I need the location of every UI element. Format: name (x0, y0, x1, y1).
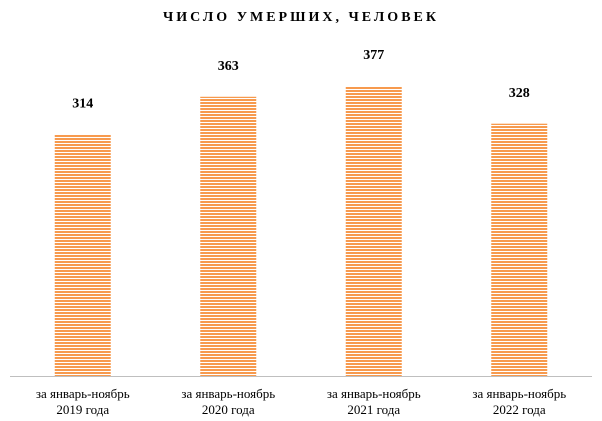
value-label: 328 (509, 86, 530, 101)
chart-title: ЧИСЛО УМЕРШИХ, ЧЕЛОВЕК (163, 10, 439, 25)
x-tick-label: за январь-ноябрь 2020 года (181, 386, 275, 417)
bar (345, 86, 402, 376)
x-tick-label: за январь-ноябрь 2021 года (327, 386, 421, 417)
value-label: 314 (72, 97, 93, 112)
x-tick-label: за январь-ноябрь 2019 года (36, 386, 130, 417)
x-tick-label: за январь-ноябрь 2022 года (472, 386, 566, 417)
bar (491, 123, 548, 376)
value-label: 377 (363, 48, 384, 63)
bar (54, 134, 111, 376)
value-label: 363 (218, 59, 239, 74)
bar (200, 96, 257, 377)
